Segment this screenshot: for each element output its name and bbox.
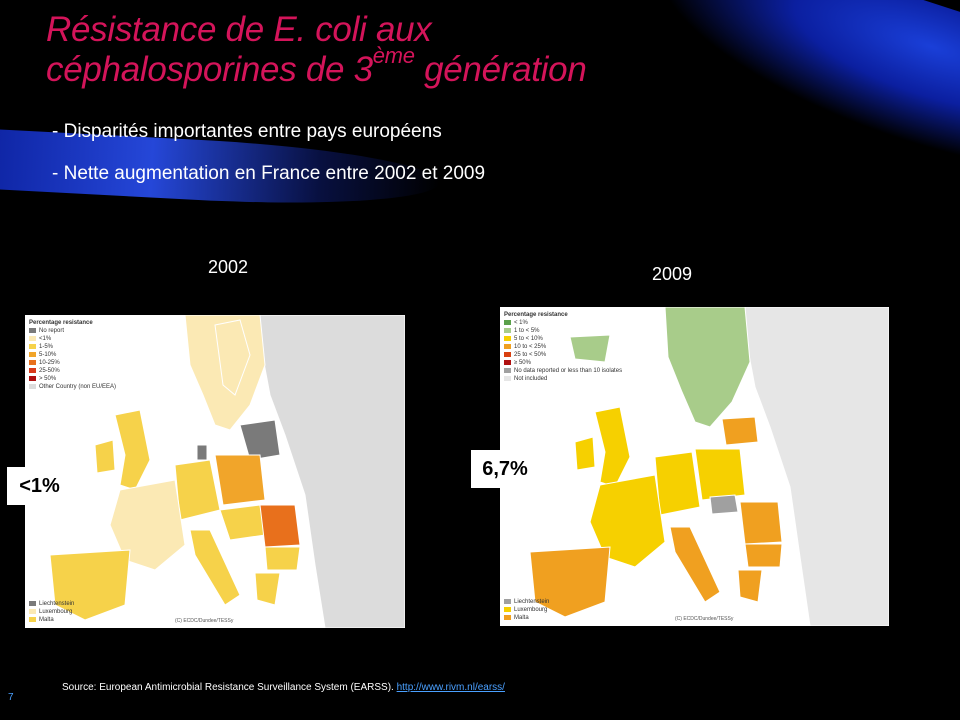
legend-label: No data reported or less than 10 isolate… — [514, 368, 623, 374]
legend-item: Luxembourg — [29, 608, 74, 616]
legend-label: Not included — [514, 376, 548, 382]
map-2009-graphic — [500, 307, 889, 626]
bullet-2: - Nette augmentation en France entre 200… — [52, 163, 486, 184]
legend-label: 10 to < 25% — [514, 344, 547, 350]
legend-item: 25-50% — [29, 367, 116, 375]
source-text: Source: European Antimicrobial Resistanc… — [62, 682, 397, 693]
map-2002-copyright: (C) ECDC/Dundee/TESSy — [175, 618, 234, 624]
legend-item: ≥ 50% — [504, 359, 622, 367]
legend-swatch — [504, 327, 511, 333]
legend-swatch — [29, 351, 36, 357]
legend-item: No data reported or less than 10 isolate… — [504, 367, 622, 375]
legend-swatch — [504, 359, 511, 365]
map-2002-legend: Percentage resistance No report <1% 1-5%… — [29, 319, 116, 391]
legend-item: Malta — [29, 616, 74, 624]
map-2002-legend-small-countries: Liechtenstein Luxembourg Malta — [29, 600, 74, 624]
bullet-1: - Disparités importantes entre pays euro… — [52, 121, 442, 142]
legend-swatch — [504, 367, 511, 373]
legend-swatch — [29, 375, 36, 381]
legend-swatch — [29, 600, 36, 606]
legend-swatch — [504, 335, 511, 341]
legend-label: Liechtenstein — [514, 599, 550, 605]
europe-map-2009: Percentage resistance < 1% 1 to < 5% 5 t… — [500, 307, 889, 626]
legend-label: 5 to < 10% — [514, 336, 543, 342]
france-2009-resistance-badge: 6,7% — [471, 450, 539, 488]
legend-swatch — [504, 343, 511, 349]
legend-label: < 1% — [514, 320, 528, 326]
year-label-right: 2009 — [652, 264, 693, 284]
legend-swatch — [29, 616, 36, 622]
legend-label: Luxembourg — [514, 607, 548, 613]
legend-swatch — [504, 598, 511, 604]
legend-item: > 50% — [29, 375, 116, 383]
legend-item: 5 to < 10% — [504, 335, 622, 343]
legend-swatch — [29, 359, 36, 365]
title-superscript: ème — [372, 43, 415, 68]
legend-item: Luxembourg — [504, 606, 549, 614]
legend-item: Other Country (non EU/EEA) — [29, 383, 116, 391]
legend-item: 10 to < 25% — [504, 343, 622, 351]
legend-swatch — [504, 375, 511, 381]
legend-label: Luxembourg — [39, 609, 73, 615]
legend-item: Not included — [504, 375, 622, 383]
map-2009-legend: Percentage resistance < 1% 1 to < 5% 5 t… — [504, 311, 622, 383]
title-line-2-end: génération — [414, 50, 587, 89]
legend-title: Percentage resistance — [504, 312, 568, 318]
legend-title: Percentage resistance — [29, 320, 93, 326]
legend-swatch — [29, 343, 36, 349]
legend-swatch — [504, 319, 511, 325]
decorative-swoosh-top-right — [627, 0, 960, 163]
legend-item: 10-25% — [29, 359, 116, 367]
legend-item: No report — [29, 327, 116, 335]
legend-item: Liechtenstein — [504, 598, 549, 606]
map-2009-legend-small-countries: Liechtenstein Luxembourg Malta — [504, 598, 549, 622]
legend-swatch — [29, 383, 36, 389]
legend-label: No report — [39, 328, 65, 334]
legend-label: 5-10% — [39, 352, 57, 358]
legend-item: Liechtenstein — [29, 600, 74, 608]
legend-label: ≥ 50% — [514, 360, 531, 366]
legend-swatch — [29, 608, 36, 614]
legend-label: 1 to < 5% — [514, 328, 540, 334]
legend-label: Malta — [514, 615, 529, 621]
legend-item: < 1% — [504, 319, 622, 327]
title-line-2-start: céphalosporines de 3 — [46, 50, 373, 89]
map-2009-copyright: (C) ECDC/Dundee/TESSy — [675, 616, 734, 622]
legend-swatch — [29, 367, 36, 373]
title-line-1: Résistance de E. coli aux — [46, 10, 432, 49]
france-2002-resistance-badge: <1% — [7, 467, 72, 505]
legend-swatch — [504, 351, 511, 357]
year-label-left: 2002 — [208, 257, 249, 277]
legend-label: > 50% — [39, 376, 57, 382]
source-link[interactable]: http://www.rivm.nl/earss/ — [396, 682, 505, 693]
legend-item: 25 to < 50% — [504, 351, 622, 359]
legend-item: <1% — [29, 335, 116, 343]
legend-swatch — [29, 327, 36, 333]
legend-item: 1 to < 5% — [504, 327, 622, 335]
legend-label: Malta — [39, 617, 54, 623]
map-2002-graphic — [25, 315, 405, 628]
legend-swatch — [29, 335, 36, 341]
legend-label: <1% — [39, 336, 52, 342]
page-number: 7 — [8, 692, 14, 703]
europe-map-2002: Percentage resistance No report <1% 1-5%… — [25, 315, 405, 628]
legend-label: 25 to < 50% — [514, 352, 547, 358]
legend-label: Liechtenstein — [39, 601, 75, 607]
legend-label: Other Country (non EU/EEA) — [39, 384, 117, 390]
legend-item: 1-5% — [29, 343, 116, 351]
legend-label: 1-5% — [39, 344, 54, 350]
legend-swatch — [504, 614, 511, 620]
source-citation: Source: European Antimicrobial Resistanc… — [62, 682, 505, 693]
slide-title: Résistance de E. coli aux céphalosporine… — [46, 10, 587, 90]
legend-swatch — [504, 606, 511, 612]
legend-item: 5-10% — [29, 351, 116, 359]
legend-item: Malta — [504, 614, 549, 622]
legend-label: 10-25% — [39, 360, 60, 366]
legend-label: 25-50% — [39, 368, 60, 374]
